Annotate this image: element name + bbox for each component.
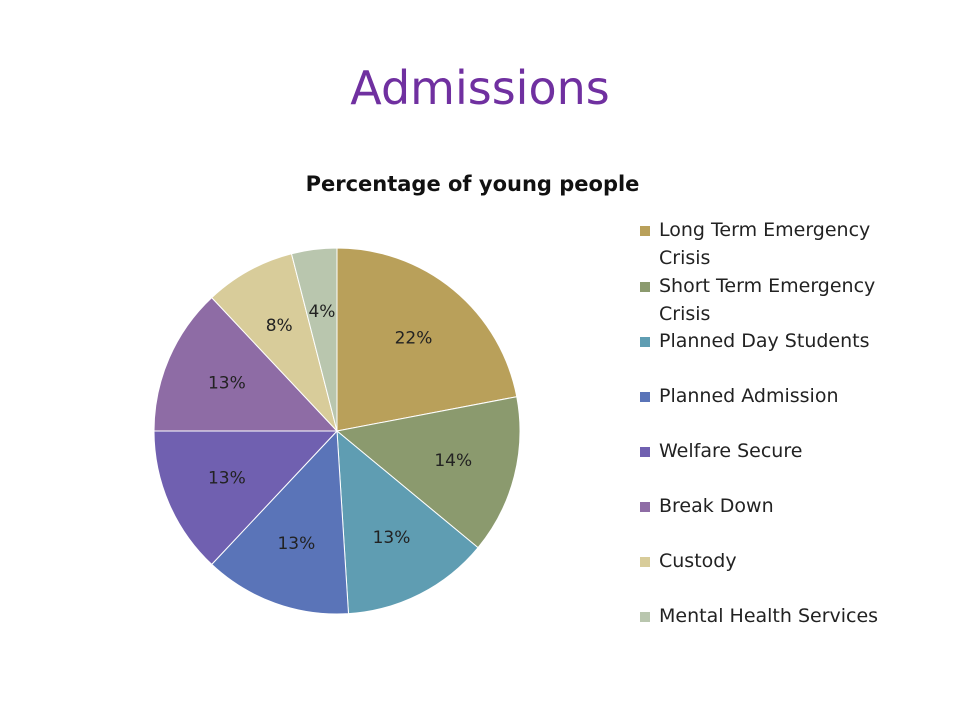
legend-swatch: [640, 282, 650, 292]
legend-label: Long Term Emergency Crisis: [659, 219, 871, 269]
pie-data-label: 13%: [373, 528, 411, 548]
legend-label: Planned Admission: [659, 385, 839, 407]
pie-slice: [336, 429, 479, 615]
pie-slice: [153, 296, 339, 432]
chart-title: Percentage of young people: [305, 172, 640, 196]
legend-label: Planned Day Students: [659, 330, 870, 352]
legend-label: Custody: [659, 550, 737, 572]
legend-swatch: [640, 447, 650, 457]
legend-swatch: [640, 502, 650, 512]
pie-slice: [153, 430, 339, 566]
legend-swatch: [640, 226, 650, 236]
legend-label: Mental Health Services: [659, 605, 879, 627]
pie-slice: [211, 253, 338, 432]
slide-title: Admissions: [350, 61, 610, 115]
legend-label: Welfare Secure: [659, 440, 803, 462]
pie-data-label: 8%: [266, 316, 293, 336]
pie-data-label: 4%: [308, 302, 335, 322]
pie-data-label: 13%: [208, 373, 246, 393]
pie-data-label: 13%: [208, 469, 246, 489]
legend-swatch: [640, 337, 650, 347]
pie-data-label: 13%: [277, 534, 315, 554]
legend-label: Short Term Emergency Crisis: [659, 275, 876, 325]
pie-data-label: 14%: [434, 451, 472, 471]
pie-data-label: 22%: [395, 329, 433, 349]
pie-slice: [336, 247, 518, 432]
legend-swatch: [640, 392, 650, 402]
legend-swatch: [640, 612, 650, 622]
pie-slice: [335, 396, 521, 549]
legend-label: Break Down: [659, 495, 774, 517]
pie-slice: [290, 247, 338, 432]
pie-slice: [211, 429, 350, 615]
legend-swatch: [640, 557, 650, 567]
